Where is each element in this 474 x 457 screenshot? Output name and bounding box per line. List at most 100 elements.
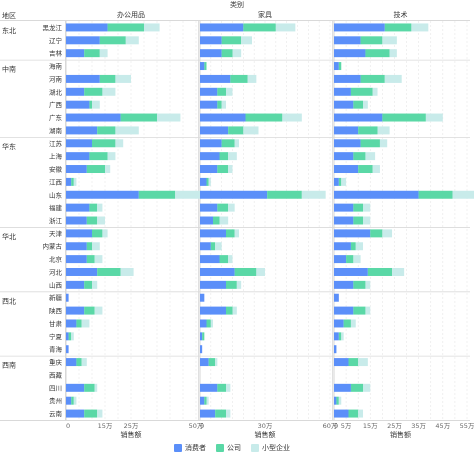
bar-segment xyxy=(334,280,354,289)
bar-segment xyxy=(363,203,371,212)
bar-segment xyxy=(200,242,211,251)
bar-segment xyxy=(334,332,339,341)
bar-segment xyxy=(76,358,82,367)
bar-segment xyxy=(338,62,342,71)
bar-segment xyxy=(372,165,380,174)
bar-segment xyxy=(204,396,207,405)
bar-segment xyxy=(358,126,378,135)
bar-segment xyxy=(200,396,205,405)
bar-segment xyxy=(105,165,111,174)
bar-segment xyxy=(94,306,103,315)
bar-segment xyxy=(200,23,244,32)
bar-segment xyxy=(102,229,108,238)
bar-segment xyxy=(334,409,349,418)
bar-segment xyxy=(92,229,103,238)
bar-segment xyxy=(66,306,85,315)
bar-segment xyxy=(228,255,233,264)
bar-segment xyxy=(363,216,371,225)
bar-segment xyxy=(204,62,207,71)
x-tick-label: 0 xyxy=(200,422,204,430)
bar-segment xyxy=(66,203,90,212)
column-field-title: 类别 xyxy=(230,0,244,9)
bar-segment xyxy=(353,306,366,315)
bar-segment xyxy=(102,87,116,96)
bar-segment xyxy=(200,74,231,83)
bar-segment xyxy=(334,345,337,354)
bar-segment xyxy=(334,87,351,96)
legend-label: 小型企业 xyxy=(262,444,290,452)
bar-segment xyxy=(334,113,383,122)
bar-segment xyxy=(360,139,380,148)
bar-segment xyxy=(217,165,229,174)
bar-segment xyxy=(377,126,390,135)
bar-segment xyxy=(92,242,100,251)
bar-segment xyxy=(358,358,368,367)
column-header-1: 办公用品 xyxy=(117,10,145,19)
bar-segment xyxy=(208,177,211,186)
bar-segment xyxy=(219,255,229,264)
legend-item[interactable]: 小型企业 xyxy=(251,444,290,452)
bar-segment xyxy=(338,332,342,341)
bar-segment xyxy=(334,165,359,174)
x-tick-label: 45万 xyxy=(435,422,450,430)
province-label: 广东 xyxy=(49,113,63,122)
bar-segment xyxy=(243,126,259,135)
legend-item[interactable]: 公司 xyxy=(216,444,241,452)
bar-segment xyxy=(73,177,77,186)
bar-segment xyxy=(210,319,213,328)
bar-segment xyxy=(334,190,419,199)
bar-segment xyxy=(200,383,218,392)
bar-segment xyxy=(66,409,85,418)
bar-segment xyxy=(86,216,98,225)
bar-segment xyxy=(66,36,100,45)
bar-segment xyxy=(217,203,229,212)
bar-segment xyxy=(200,229,226,238)
bar-segment xyxy=(382,113,426,122)
bar-segment xyxy=(334,216,354,225)
bar-segment xyxy=(94,255,103,264)
x-tick-label: 55万 xyxy=(460,422,474,430)
bar-segment xyxy=(86,242,92,251)
bar-segment xyxy=(217,87,226,96)
legend-item[interactable]: 消费者 xyxy=(174,444,206,452)
bar-segment xyxy=(66,126,98,135)
bar-segment xyxy=(348,358,359,367)
bar-segment xyxy=(334,319,344,328)
x-tick-label: 50万 xyxy=(189,422,204,430)
x-axis-title: 销售额 xyxy=(121,430,142,439)
bar-segment xyxy=(226,280,237,289)
bar-segment xyxy=(213,216,220,225)
bar-segment xyxy=(245,113,283,122)
province-label: 云南 xyxy=(49,409,63,418)
bar-segment xyxy=(66,396,72,405)
bar-segment xyxy=(66,74,100,83)
bar-segment xyxy=(115,74,131,83)
bar-segment xyxy=(92,139,116,148)
region-label: 华北 xyxy=(2,232,16,241)
bar-segment xyxy=(256,267,265,276)
bar-segment xyxy=(66,345,69,354)
bar-segment xyxy=(66,255,87,264)
bar-segment xyxy=(84,306,95,315)
x-tick-label: 25万 xyxy=(387,422,402,430)
bar-segment xyxy=(200,280,226,289)
bar-segment xyxy=(175,190,202,199)
bar-segment xyxy=(97,126,116,135)
bar-segment xyxy=(200,255,220,264)
bar-segment xyxy=(334,293,339,302)
bar-segment xyxy=(66,100,90,109)
bar-segment xyxy=(66,242,87,251)
province-label: 福建 xyxy=(49,203,63,212)
bar-segment xyxy=(365,49,390,58)
bar-segment xyxy=(200,306,226,315)
bar-segment xyxy=(355,242,364,251)
bar-segment xyxy=(66,152,90,161)
bar-segment xyxy=(241,36,252,45)
bar-segment xyxy=(334,255,347,264)
bar-segment xyxy=(226,87,233,96)
bar-segment xyxy=(97,267,121,276)
province-label: 上海 xyxy=(49,152,63,161)
bar-segment xyxy=(84,87,103,96)
bar-segment xyxy=(115,126,139,135)
